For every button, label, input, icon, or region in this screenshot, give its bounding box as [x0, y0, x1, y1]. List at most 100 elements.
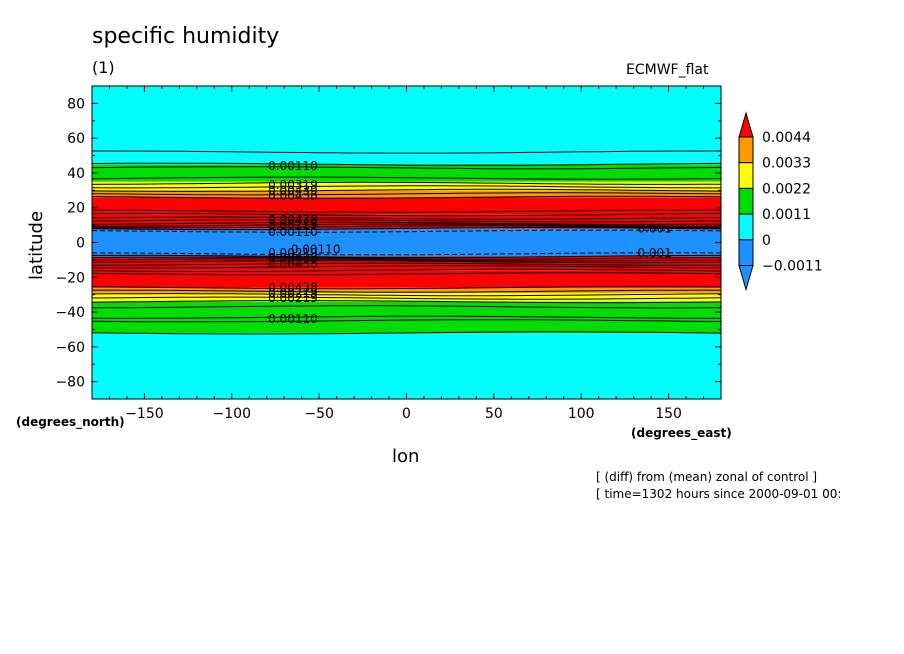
- x-tick-label: 150: [655, 406, 682, 422]
- contour-line: [91, 229, 722, 233]
- contour-line: [91, 286, 722, 290]
- x-axis-label: lon: [392, 446, 420, 467]
- y-axis-label: latitude: [26, 210, 47, 280]
- contour-line: [91, 272, 722, 276]
- y-tick-label: −80: [55, 375, 85, 391]
- colorbar-segment: [738, 136, 754, 164]
- contour-band: [92, 197, 721, 215]
- contour-line: [91, 185, 721, 189]
- contour-label: 0.00110: [291, 242, 341, 256]
- colorbar-label: 0.0011: [762, 207, 811, 223]
- contour-label: 0.00439: [268, 183, 318, 197]
- contour-line: [91, 219, 722, 223]
- contour-line: [91, 221, 722, 225]
- contour-line: [91, 268, 722, 272]
- contour-line: [91, 262, 722, 266]
- y-tick-label: 20: [67, 201, 85, 217]
- diff-note: [ (diff) from (mean) zonal of control ]: [596, 470, 818, 484]
- contour-line: [91, 162, 722, 166]
- y-tick-label: 40: [67, 166, 85, 182]
- contour-line: [91, 315, 721, 319]
- contour-line: [91, 252, 722, 256]
- colorbar-arrow-top: [738, 111, 754, 138]
- contour-line: [91, 289, 722, 293]
- contour-line: [91, 319, 722, 323]
- contour-line: [91, 293, 722, 297]
- colorbar-segment: [738, 187, 754, 215]
- contour-line: [92, 254, 721, 259]
- colorbar-segment: [738, 162, 754, 189]
- y-tick-label: −40: [55, 305, 85, 321]
- contour-line: [91, 188, 722, 192]
- contour-label: 0.00438: [268, 251, 318, 265]
- contour-line: [91, 258, 722, 262]
- x-tick-label: −50: [304, 406, 334, 422]
- contour-band: [92, 287, 721, 293]
- contour-line: [91, 195, 722, 199]
- plot-area: 0.001100.003190.004390.004380.004380.002…: [55, 85, 722, 422]
- colorbar-label: 0.0044: [762, 130, 811, 146]
- y-tick-label: −20: [55, 270, 85, 286]
- contour-line: [92, 209, 721, 213]
- contour-line: [91, 166, 722, 170]
- contour-label: 0.00110: [268, 312, 318, 326]
- colorbar-label: −0.0011: [762, 259, 823, 275]
- contour-band: [92, 332, 721, 399]
- colorbar-label: 0.0022: [762, 181, 811, 197]
- contour-line: [91, 181, 721, 185]
- contour-line: [91, 260, 722, 264]
- contour-band: [92, 228, 721, 257]
- contour-band: [92, 292, 721, 302]
- y-tick-label: −60: [55, 340, 85, 356]
- contour-label: 0.00219: [268, 286, 318, 300]
- contour-label: 0.001: [637, 222, 671, 236]
- y-tick-label: 0: [76, 236, 85, 252]
- contour-band: [92, 301, 721, 320]
- x-tick-label: −150: [125, 406, 163, 422]
- time-note: [ time=1302 hours since 2000-09-01 00:: [596, 487, 842, 501]
- contour-band: [92, 152, 721, 165]
- contour-line: [91, 296, 722, 300]
- contour-label: 0.00219: [268, 218, 318, 232]
- contour-label: 0.00438: [268, 256, 318, 270]
- x-tick-label: 50: [485, 406, 503, 422]
- contour-line: [91, 216, 722, 220]
- contour-label: 0.00110: [268, 159, 318, 173]
- contour-line: [91, 176, 722, 180]
- contour-label: 0.00438: [268, 281, 318, 295]
- contour-line: [91, 265, 721, 269]
- contour-line: [91, 300, 722, 304]
- y-tick-label: 80: [67, 96, 85, 112]
- colorbar-arrow-bottom: [738, 265, 754, 292]
- x-tick-label: −100: [213, 406, 251, 422]
- colorbar-label: 0: [762, 233, 771, 249]
- contour-label: 0.00110: [268, 225, 318, 239]
- contour-line: [91, 225, 722, 229]
- contour-band: [92, 319, 721, 333]
- contour-line: [92, 305, 722, 309]
- colorbar: 0.0044 0.0033 0.0022 0.0011 0 −0.0011: [738, 111, 823, 292]
- colorbar-segment: [738, 213, 754, 241]
- chart-title: specific humidity: [92, 24, 280, 49]
- chart-subtitle: (1): [92, 58, 115, 77]
- contour-line: [91, 213, 722, 217]
- y-tick-label: 60: [67, 131, 85, 147]
- contour-label: 0.001: [637, 246, 671, 260]
- contour-label: 0.00319: [268, 178, 318, 192]
- contour-label: 0.00438: [268, 189, 318, 203]
- contour-label: 0.00438: [268, 213, 318, 227]
- x-tick-label: 0: [402, 406, 411, 422]
- dataset-label: ECMWF_flat: [626, 62, 709, 78]
- y-unit-label: (degrees_north): [16, 415, 125, 429]
- contour-line: [91, 226, 722, 231]
- x-unit-label: (degrees_east): [631, 426, 732, 440]
- contour-band: [92, 86, 721, 153]
- contour-label: 0.00219: [268, 291, 318, 305]
- contour-line: [91, 256, 722, 260]
- colorbar-label: 0.0033: [762, 156, 811, 172]
- contour-line: [91, 331, 722, 335]
- contour-label: 0.00219: [268, 246, 318, 260]
- contour-line: [91, 223, 722, 227]
- contour-line: [92, 150, 721, 154]
